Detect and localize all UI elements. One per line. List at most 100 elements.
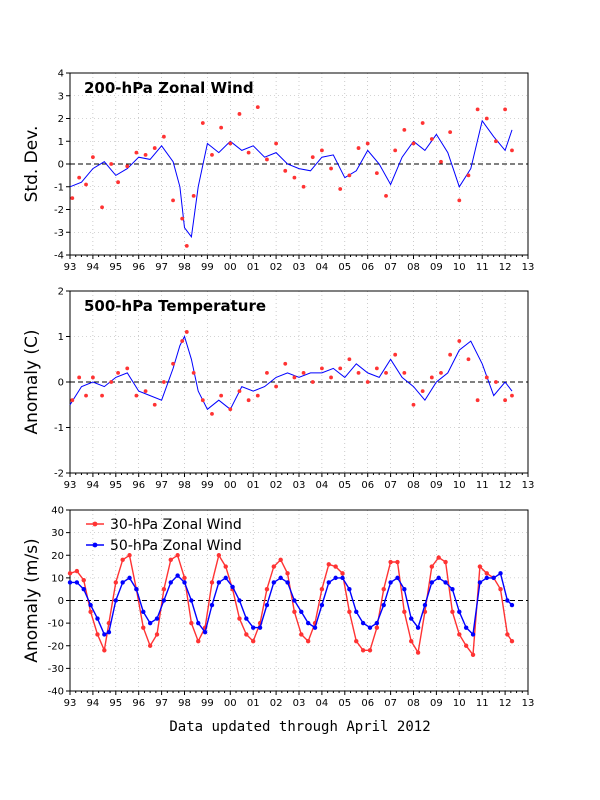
series-0 — [67, 553, 515, 657]
data-point — [503, 398, 507, 403]
data-point — [210, 153, 214, 157]
series-1 — [67, 571, 515, 637]
data-point — [319, 602, 325, 608]
data-point — [436, 555, 441, 560]
data-point — [152, 146, 157, 150]
data-point — [147, 643, 153, 648]
data-point — [175, 553, 180, 558]
data-point — [505, 598, 510, 603]
x-tick-label: 97 — [155, 480, 168, 491]
data-point — [510, 148, 514, 153]
data-point — [274, 384, 278, 389]
data-point — [448, 352, 453, 357]
x-tick-label: 07 — [384, 698, 397, 709]
y-tick-label: 0 — [58, 160, 64, 171]
data-point — [184, 244, 189, 248]
data-point — [219, 393, 224, 398]
data-point — [113, 580, 119, 585]
data-point — [102, 632, 107, 637]
data-point — [134, 150, 139, 155]
data-point — [326, 580, 331, 585]
data-point — [210, 411, 214, 416]
data-point — [154, 616, 160, 621]
x-tick-label: 93 — [64, 262, 77, 273]
x-tick-label: 02 — [270, 698, 283, 709]
data-point — [409, 639, 414, 644]
data-point — [255, 105, 260, 110]
x-tick-label: 95 — [109, 480, 122, 491]
x-tick-label: 08 — [407, 698, 420, 709]
series-line — [69, 553, 513, 657]
data-point — [251, 625, 256, 630]
x-tick-label: 06 — [361, 262, 374, 273]
x-tick-label: 99 — [201, 262, 214, 273]
x-tick-label: 08 — [407, 262, 420, 273]
x-tick-label: 00 — [224, 262, 237, 273]
data-point — [429, 375, 434, 380]
data-point — [102, 648, 107, 653]
data-point — [466, 357, 471, 362]
series-1 — [70, 330, 514, 416]
data-point — [498, 586, 503, 592]
data-point — [509, 639, 515, 644]
x-tick-label: 97 — [155, 698, 168, 709]
data-point — [429, 580, 435, 585]
x-tick-label: 10 — [453, 698, 466, 709]
x-tick-label: 94 — [87, 698, 100, 709]
data-point — [184, 330, 189, 334]
data-point — [466, 173, 471, 178]
data-point — [381, 586, 386, 592]
data-point — [237, 598, 242, 603]
data-point — [347, 357, 352, 362]
data-point — [494, 139, 498, 144]
data-point — [116, 371, 120, 375]
x-tick-label: 08 — [407, 480, 420, 491]
x-tick-label: 05 — [338, 262, 351, 273]
data-point — [402, 127, 407, 132]
data-point — [264, 586, 270, 592]
data-point — [161, 380, 166, 384]
data-point — [484, 116, 489, 121]
x-tick-label: 03 — [293, 262, 306, 273]
data-point — [374, 620, 380, 626]
data-point — [360, 620, 366, 626]
data-point — [125, 366, 130, 371]
data-point — [251, 639, 256, 644]
data-point — [134, 393, 139, 398]
x-tick-label: 93 — [64, 698, 77, 709]
data-point — [161, 598, 167, 603]
data-point — [196, 620, 201, 626]
data-point — [67, 580, 73, 585]
panel-stratospheric-wind: 93 94 95 96 97 98 99 00 01 02 03 04 05 06 07 08 09 10 11 12… — [22, 506, 534, 710]
x-tick-label: 03 — [293, 480, 306, 491]
data-point — [91, 155, 95, 160]
data-point — [409, 616, 414, 621]
data-point — [278, 575, 283, 581]
data-point — [127, 575, 132, 581]
data-point — [219, 125, 224, 130]
data-point — [209, 580, 215, 585]
data-point — [216, 553, 222, 558]
x-tick-label: 04 — [316, 698, 329, 709]
x-tick-label: 13 — [522, 480, 535, 491]
data-point — [338, 187, 343, 191]
x-tick-label: 09 — [430, 480, 443, 491]
data-point — [180, 216, 185, 221]
data-point — [100, 205, 104, 210]
data-point — [463, 625, 469, 630]
data-point — [120, 580, 125, 585]
data-point — [120, 557, 125, 562]
data-point — [84, 182, 88, 187]
y-tick-label: 1 — [58, 332, 64, 343]
data-point — [457, 632, 462, 637]
data-point — [450, 586, 455, 592]
data-point — [200, 398, 205, 403]
data-point — [411, 402, 416, 407]
data-point — [347, 586, 352, 592]
data-point — [182, 580, 187, 585]
data-point — [374, 366, 379, 371]
x-tick-label: 98 — [178, 698, 191, 709]
x-tick-label: 11 — [476, 480, 489, 491]
data-point — [411, 141, 416, 146]
